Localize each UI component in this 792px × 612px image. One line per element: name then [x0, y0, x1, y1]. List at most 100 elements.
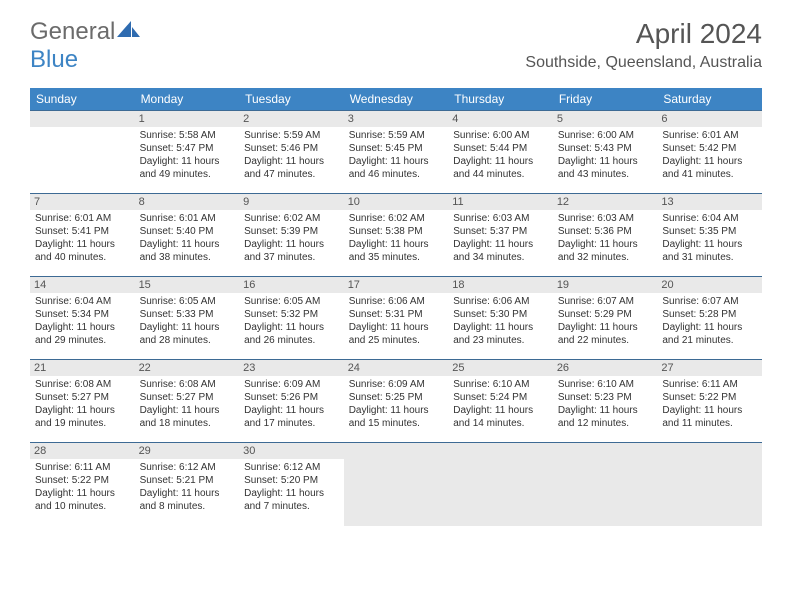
- day-number: [448, 443, 553, 459]
- day-detail-line: Daylight: 11 hours: [35, 404, 130, 417]
- day-detail-line: and 28 minutes.: [140, 334, 235, 347]
- day-detail-line: Sunrise: 6:01 AM: [662, 129, 757, 142]
- day-detail-line: Sunset: 5:32 PM: [244, 308, 339, 321]
- day-number: [553, 443, 658, 459]
- day-number: 2: [239, 111, 344, 127]
- day-detail-line: Sunset: 5:44 PM: [453, 142, 548, 155]
- calendar-cell: 4Sunrise: 6:00 AMSunset: 5:44 PMDaylight…: [448, 111, 553, 194]
- calendar-cell: 15Sunrise: 6:05 AMSunset: 5:33 PMDayligh…: [135, 277, 240, 360]
- day-detail-line: Sunrise: 6:11 AM: [662, 378, 757, 391]
- calendar-cell: 12Sunrise: 6:03 AMSunset: 5:36 PMDayligh…: [553, 194, 658, 277]
- day-detail-line: Sunrise: 6:05 AM: [244, 295, 339, 308]
- day-number: 18: [448, 277, 553, 293]
- day-details: Sunrise: 6:02 AMSunset: 5:39 PMDaylight:…: [244, 212, 339, 264]
- day-detail-line: Daylight: 11 hours: [558, 238, 653, 251]
- day-detail-line: Daylight: 11 hours: [453, 321, 548, 334]
- day-number: 9: [239, 194, 344, 210]
- day-details: Sunrise: 6:07 AMSunset: 5:29 PMDaylight:…: [558, 295, 653, 347]
- calendar-cell: 27 Sunrise: 6:11 AMSunset: 5:22 PMDayligh…: [657, 360, 762, 443]
- calendar-week-row: 7 Sunrise: 6:01 AMSunset: 5:41 PMDaylight…: [30, 194, 762, 277]
- day-detail-line: Daylight: 11 hours: [140, 321, 235, 334]
- day-details: Sunrise: 6:10 AMSunset: 5:23 PMDaylight:…: [558, 378, 653, 430]
- calendar-cell: 8Sunrise: 6:01 AMSunset: 5:40 PMDaylight…: [135, 194, 240, 277]
- day-detail-line: Daylight: 11 hours: [453, 155, 548, 168]
- day-details: Sunrise: 6:11 AMSunset: 5:22 PMDaylight:…: [35, 461, 130, 513]
- day-details: Sunrise: 6:00 AMSunset: 5:44 PMDaylight:…: [453, 129, 548, 181]
- day-detail-line: Sunset: 5:31 PM: [349, 308, 444, 321]
- day-detail-line: Daylight: 11 hours: [558, 321, 653, 334]
- col-saturday: Saturday: [657, 88, 762, 111]
- day-number: 19: [553, 277, 658, 293]
- day-number: 5: [553, 111, 658, 127]
- day-detail-line: and 10 minutes.: [35, 500, 130, 513]
- calendar-cell: 7 Sunrise: 6:01 AMSunset: 5:41 PMDaylight…: [30, 194, 135, 277]
- calendar-cell: 29Sunrise: 6:12 AMSunset: 5:21 PMDayligh…: [135, 443, 240, 526]
- day-detail-line: Sunset: 5:22 PM: [662, 391, 757, 404]
- day-details: Sunrise: 5:59 AMSunset: 5:46 PMDaylight:…: [244, 129, 339, 181]
- day-detail-line: and 21 minutes.: [662, 334, 757, 347]
- day-details: Sunrise: 6:05 AMSunset: 5:32 PMDaylight:…: [244, 295, 339, 347]
- day-details: Sunrise: 6:08 AMSunset: 5:27 PMDaylight:…: [140, 378, 235, 430]
- day-number: 6: [657, 111, 762, 127]
- day-detail-line: Daylight: 11 hours: [140, 155, 235, 168]
- day-details: Sunrise: 6:01 AMSunset: 5:41 PMDaylight:…: [35, 212, 130, 264]
- col-wednesday: Wednesday: [344, 88, 449, 111]
- page-subtitle: Southside, Queensland, Australia: [525, 54, 762, 72]
- day-number: 1: [135, 111, 240, 127]
- day-detail-line: Daylight: 11 hours: [349, 155, 444, 168]
- calendar-cell: 19 Sunrise: 6:07 AMSunset: 5:29 PMDayligh…: [553, 277, 658, 360]
- day-detail-line: Sunrise: 6:07 AM: [558, 295, 653, 308]
- day-detail-line: and 17 minutes.: [244, 417, 339, 430]
- calendar-cell: 10Sunrise: 6:02 AMSunset: 5:38 PMDayligh…: [344, 194, 449, 277]
- day-details: Sunrise: 6:11 AMSunset: 5:22 PMDaylight:…: [662, 378, 757, 430]
- day-detail-line: Sunrise: 6:02 AM: [349, 212, 444, 225]
- day-number: 7: [30, 194, 135, 210]
- calendar-week-row: 28Sunrise: 6:11 AMSunset: 5:22 PMDayligh…: [30, 443, 762, 526]
- day-details: Sunrise: 6:01 AMSunset: 5:40 PMDaylight:…: [140, 212, 235, 264]
- day-number: 14: [30, 277, 135, 293]
- day-detail-line: Sunrise: 6:07 AM: [662, 295, 757, 308]
- day-detail-line: Sunset: 5:47 PM: [140, 142, 235, 155]
- day-details: Sunrise: 6:10 AMSunset: 5:24 PMDaylight:…: [453, 378, 548, 430]
- day-number: 22: [135, 360, 240, 376]
- day-details: Sunrise: 6:08 AMSunset: 5:27 PMDaylight:…: [35, 378, 130, 430]
- day-detail-line: and 46 minutes.: [349, 168, 444, 181]
- day-detail-line: Sunset: 5:43 PM: [558, 142, 653, 155]
- day-number: 27: [657, 360, 762, 376]
- day-detail-line: Daylight: 11 hours: [140, 487, 235, 500]
- day-details: Sunrise: 6:07 AMSunset: 5:28 PMDaylight:…: [662, 295, 757, 347]
- day-detail-line: Sunrise: 6:04 AM: [662, 212, 757, 225]
- day-number: 3: [344, 111, 449, 127]
- day-detail-line: Daylight: 11 hours: [662, 321, 757, 334]
- day-detail-line: Sunrise: 6:12 AM: [244, 461, 339, 474]
- day-detail-line: and 11 minutes.: [662, 417, 757, 430]
- day-number: 17: [344, 277, 449, 293]
- header: General April 2024 Southside, Queensland…: [0, 0, 792, 78]
- day-details: Sunrise: 6:00 AMSunset: 5:43 PMDaylight:…: [558, 129, 653, 181]
- day-details: Sunrise: 6:12 AMSunset: 5:21 PMDaylight:…: [140, 461, 235, 513]
- day-detail-line: Daylight: 11 hours: [244, 487, 339, 500]
- day-number: 20: [657, 277, 762, 293]
- day-number: 12: [553, 194, 658, 210]
- calendar-cell: 30Sunrise: 6:12 AMSunset: 5:20 PMDayligh…: [239, 443, 344, 526]
- day-detail-line: and 41 minutes.: [662, 168, 757, 181]
- day-detail-line: and 7 minutes.: [244, 500, 339, 513]
- day-detail-line: Sunset: 5:41 PM: [35, 225, 130, 238]
- day-detail-line: Sunrise: 6:09 AM: [244, 378, 339, 391]
- logo-word-general: General: [30, 18, 115, 46]
- day-detail-line: Daylight: 11 hours: [558, 404, 653, 417]
- day-detail-line: Daylight: 11 hours: [244, 404, 339, 417]
- col-friday: Friday: [553, 88, 658, 111]
- calendar-cell: 13Sunrise: 6:04 AMSunset: 5:35 PMDayligh…: [657, 194, 762, 277]
- calendar-cell: [448, 443, 553, 526]
- day-detail-line: Daylight: 11 hours: [662, 404, 757, 417]
- calendar-cell: 21Sunrise: 6:08 AMSunset: 5:27 PMDayligh…: [30, 360, 135, 443]
- calendar-cell: 14 Sunrise: 6:04 AMSunset: 5:34 PMDayligh…: [30, 277, 135, 360]
- calendar-cell: 28Sunrise: 6:11 AMSunset: 5:22 PMDayligh…: [30, 443, 135, 526]
- day-detail-line: Sunset: 5:25 PM: [349, 391, 444, 404]
- day-detail-line: Sunset: 5:20 PM: [244, 474, 339, 487]
- calendar-cell: [657, 443, 762, 526]
- day-details: Sunrise: 6:04 AMSunset: 5:34 PMDaylight:…: [35, 295, 130, 347]
- day-number: 23: [239, 360, 344, 376]
- day-detail-line: Sunrise: 6:02 AM: [244, 212, 339, 225]
